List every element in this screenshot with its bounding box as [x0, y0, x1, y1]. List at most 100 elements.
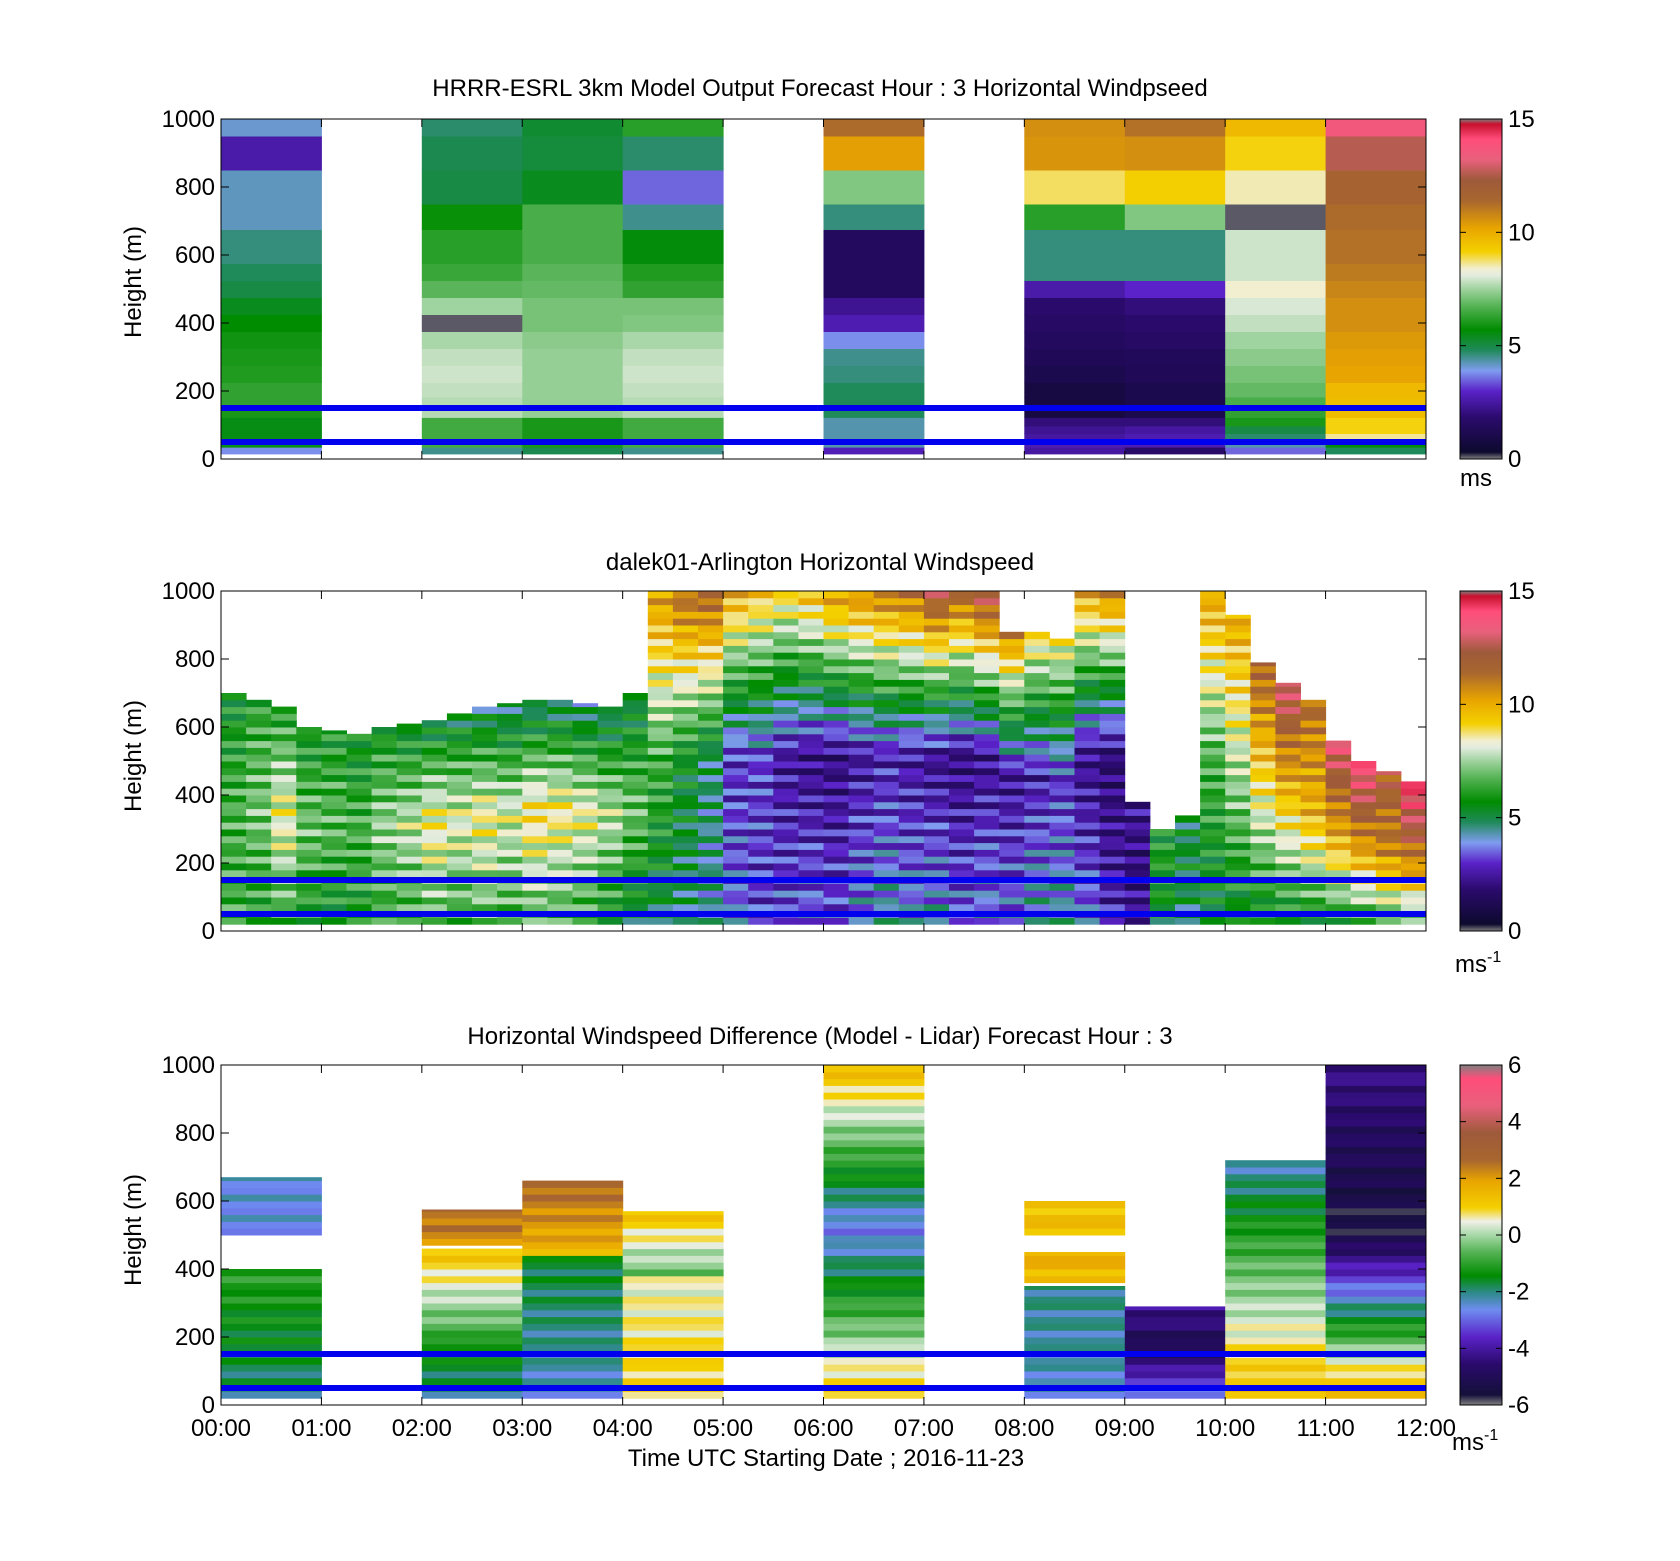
heatmap-cell — [748, 706, 774, 714]
heatmap-cell — [246, 897, 272, 905]
heatmap-cell — [246, 754, 272, 762]
heatmap-cell — [848, 808, 875, 816]
heatmap-cell — [446, 856, 473, 864]
heatmap-cell — [949, 597, 975, 606]
heatmap-cell — [221, 1180, 322, 1188]
heatmap-cell — [446, 863, 473, 871]
heatmap-cell — [1024, 314, 1126, 332]
heatmap-cell — [999, 842, 1025, 850]
heatmap-cell — [1225, 625, 1251, 633]
heatmap-cell — [723, 856, 749, 864]
heatmap-cell — [1049, 693, 1075, 701]
heatmap-cell — [622, 1211, 724, 1216]
heatmap-cell — [923, 788, 950, 796]
heatmap-cell — [723, 679, 749, 687]
heatmap-cell — [723, 781, 749, 789]
heatmap-cell — [723, 835, 749, 844]
heatmap-cell — [472, 795, 498, 803]
heatmap-cell — [798, 693, 824, 701]
heatmap-cell — [1225, 348, 1327, 366]
heatmap-cell — [1099, 897, 1126, 905]
heatmap-cell — [1400, 822, 1427, 830]
heatmap-cell — [723, 733, 749, 742]
heatmap-cell — [321, 733, 347, 742]
heatmap-cell — [371, 767, 398, 776]
heatmap-cell — [622, 136, 724, 171]
heatmap-cell — [1350, 835, 1377, 844]
heatmap-cell — [999, 774, 1025, 782]
heatmap-cell — [723, 849, 749, 857]
heatmap-cell — [823, 1119, 925, 1127]
heatmap-cell — [1225, 665, 1251, 674]
heatmap-cell — [873, 699, 900, 708]
heatmap-cell — [622, 808, 649, 816]
heatmap-cell — [1225, 767, 1251, 776]
heatmap-cell — [622, 417, 724, 427]
heatmap-cell — [1300, 842, 1327, 850]
heatmap-cell — [672, 869, 699, 878]
heatmap-cell — [1225, 849, 1251, 857]
heatmap-cell — [1325, 1282, 1427, 1290]
heatmap-cell — [371, 903, 398, 912]
heatmap-cell — [898, 835, 925, 844]
heatmap-cell — [1024, 693, 1050, 701]
heatmap-cell — [597, 706, 624, 714]
heatmap-cell — [1325, 1173, 1427, 1182]
heatmap-cell — [547, 849, 573, 857]
heatmap-cell — [1074, 754, 1101, 762]
heatmap-cell — [1074, 652, 1101, 660]
heatmap-cell — [1099, 679, 1126, 687]
heatmap-cell — [321, 730, 347, 735]
colorbar-tick-label: 0 — [1508, 918, 1521, 945]
heatmap-cell — [974, 869, 1000, 878]
heatmap-cell — [446, 883, 473, 891]
heatmap-cell — [622, 1296, 724, 1304]
heatmap-cell — [597, 883, 624, 891]
heatmap-cell — [1099, 761, 1126, 769]
heatmap-cell — [1325, 1214, 1427, 1222]
heatmap-cell — [1024, 348, 1126, 366]
colorbar-tick-label: 10 — [1508, 691, 1535, 718]
heatmap-cell — [974, 720, 1000, 728]
heatmap-cell — [1225, 856, 1251, 864]
heatmap-cell — [1149, 842, 1176, 850]
heatmap-cell — [1099, 699, 1126, 708]
heatmap-cell — [1225, 1173, 1327, 1182]
heatmap-cell — [622, 727, 649, 735]
heatmap-cell — [371, 815, 398, 823]
heatmap-cell — [873, 788, 900, 796]
heatmap-cell — [999, 856, 1025, 864]
heatmap-cell — [1049, 869, 1075, 878]
heatmap-cell — [923, 917, 950, 925]
heatmap-cell — [974, 645, 1000, 653]
heatmap-cell — [497, 788, 523, 796]
heatmap-cell — [723, 747, 749, 755]
heatmap-cell — [446, 727, 473, 735]
heatmap-cell — [421, 1248, 523, 1256]
heatmap-cell — [1124, 801, 1151, 810]
heatmap-cell — [1024, 1343, 1126, 1352]
y-tick-label: 800 — [175, 174, 215, 201]
heatmap-cell — [672, 849, 699, 857]
heatmap-cell — [798, 611, 824, 619]
heatmap-cell — [672, 801, 699, 810]
heatmap-cell — [949, 856, 975, 864]
heatmap-cell — [773, 781, 799, 789]
heatmap-cell — [949, 625, 975, 633]
heatmap-cell — [823, 1139, 925, 1148]
heatmap-cell — [848, 733, 875, 742]
heatmap-cell — [1275, 788, 1301, 796]
heatmap-cell — [823, 1167, 925, 1175]
heatmap-cell — [647, 625, 674, 633]
heatmap-cell — [823, 1275, 925, 1284]
heatmap-cell — [848, 618, 875, 626]
heatmap-cell — [698, 638, 724, 646]
heatmap-cell — [421, 365, 523, 383]
heatmap-cell — [672, 665, 699, 674]
heatmap-cell — [522, 822, 548, 830]
heatmap-cell — [748, 625, 774, 633]
heatmap-cell — [547, 842, 573, 850]
heatmap-cell — [497, 740, 523, 748]
heatmap-cell — [1074, 597, 1101, 606]
heatmap-cell — [898, 727, 925, 735]
